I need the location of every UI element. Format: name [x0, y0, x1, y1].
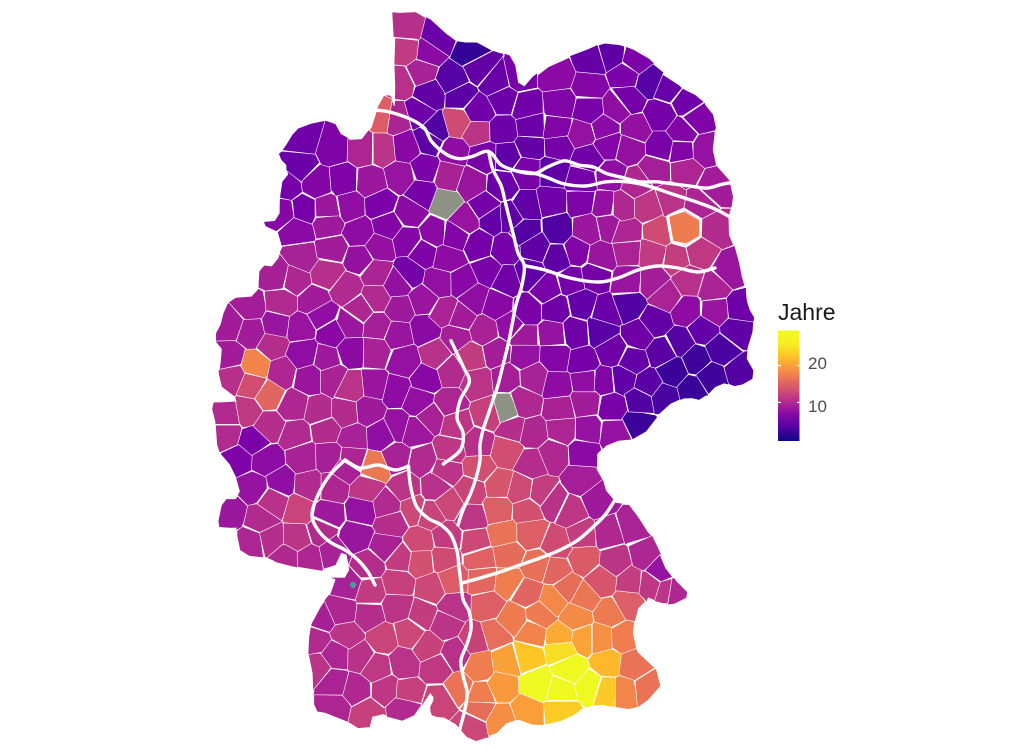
svg-text:10: 10 — [808, 397, 827, 416]
svg-text:Jahre: Jahre — [778, 299, 836, 325]
svg-text:20: 20 — [808, 354, 827, 373]
